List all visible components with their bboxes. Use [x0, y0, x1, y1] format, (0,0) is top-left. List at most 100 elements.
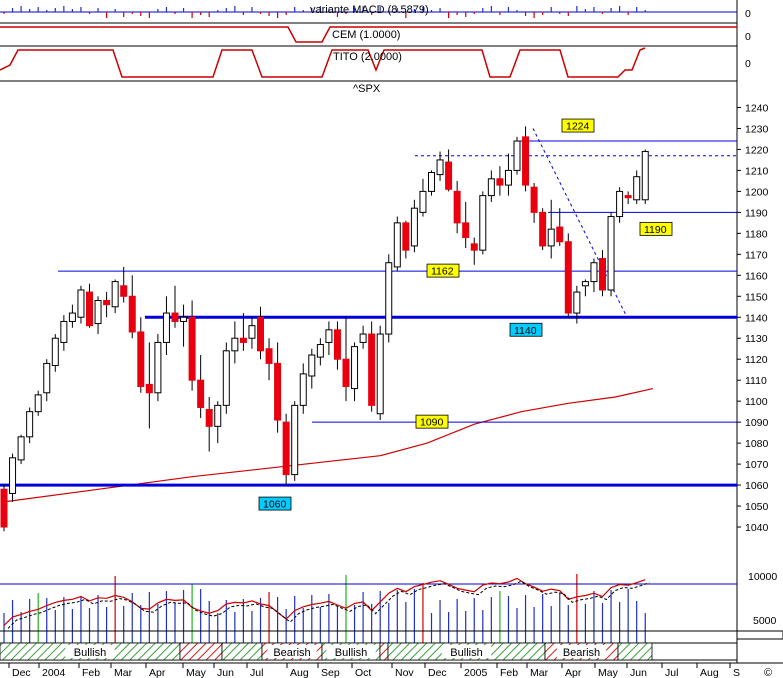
price-panel: ^SPX 1040 1050 1060 1070 1080 1090 1100 1110 112…	[0, 83, 769, 534]
moving-average-line	[3, 388, 654, 503]
candle	[145, 342, 153, 429]
candle	[26, 407, 34, 444]
candle	[103, 292, 111, 318]
candle	[599, 250, 606, 297]
y-tick-label: 1140	[745, 312, 768, 324]
candle	[214, 401, 222, 444]
x-month-label: Jun	[630, 667, 647, 678]
x-month-label: Mar	[114, 667, 133, 678]
svg-text:Bearish: Bearish	[563, 647, 600, 659]
candle	[530, 183, 538, 223]
svg-text:1224: 1224	[566, 121, 590, 133]
regime-segment	[221, 642, 263, 661]
x-month-label: Sep	[321, 667, 340, 678]
x-month-label: Oct	[355, 667, 371, 678]
candle	[342, 317, 350, 402]
y-tick-label: 1100	[745, 396, 768, 408]
svg-text:Bearish: Bearish	[273, 647, 310, 659]
regime-segment: Bullish	[321, 642, 381, 661]
candle	[351, 342, 359, 402]
x-month-label: 2005	[464, 667, 488, 678]
svg-text:Bullish: Bullish	[74, 647, 106, 659]
x-month-label: Jul	[250, 667, 263, 678]
y-tick-label: 1080	[745, 438, 769, 450]
x-month-label: May	[598, 667, 619, 678]
x-month-label: Jun	[217, 667, 234, 678]
y-tick-label: 1050	[745, 501, 769, 513]
x-month-label: Aug	[290, 667, 309, 678]
chart-title: ^SPX	[353, 83, 381, 95]
y-tick-label: 1120	[745, 354, 768, 366]
candle	[590, 258, 598, 293]
candle	[68, 304, 76, 328]
y-tick-label: 1110	[745, 375, 767, 387]
svg-text:1162: 1162	[431, 266, 454, 278]
regime-segment	[379, 642, 389, 661]
volume-panel: 10000 5000	[0, 571, 783, 643]
candle	[564, 233, 572, 318]
candle	[419, 178, 427, 217]
svg-text:1060: 1060	[263, 499, 287, 511]
level-label-1140: 1140	[509, 322, 543, 337]
x-month-label: Dec	[12, 667, 31, 678]
level-label-1162: 1162	[426, 263, 460, 278]
volume-axis-10000: 10000	[748, 571, 777, 583]
level-label-1224: 1224	[561, 118, 595, 133]
x-month-label: Mar	[530, 667, 549, 678]
level-label-1190: 1190	[639, 221, 673, 236]
candle	[368, 321, 376, 412]
candle	[86, 283, 93, 328]
volume-axis-5000: 5000	[753, 615, 777, 627]
candle	[547, 199, 555, 259]
x-month-label: Apr	[149, 667, 166, 678]
y-tick-label: 1060	[745, 480, 769, 492]
y-tick-label: 1220	[745, 144, 769, 156]
x-month-label: 2004	[42, 667, 66, 678]
candle	[94, 296, 102, 335]
cem-label: CEM (1.0000)	[332, 29, 400, 41]
candle	[479, 191, 487, 255]
tito-axis-zero: 0	[745, 58, 751, 70]
x-month-label: Apr	[565, 667, 582, 678]
candle	[359, 325, 367, 349]
candle	[556, 208, 564, 246]
macd-panel: variante MACD (8.5879) 0	[0, 4, 751, 20]
regime-segment: Bearish	[261, 642, 323, 661]
candle	[607, 212, 615, 297]
y-tick-label: 1040	[745, 522, 769, 534]
candle	[402, 220, 410, 259]
candle	[487, 170, 495, 202]
candle	[633, 170, 641, 204]
y-tick-label: 1070	[745, 459, 769, 471]
candle	[445, 149, 453, 192]
candle	[9, 453, 17, 502]
candle	[162, 296, 170, 356]
macd-axis-zero: 0	[745, 8, 751, 20]
candle	[77, 285, 85, 324]
candle	[171, 285, 179, 328]
y-tick-label: 1240	[745, 102, 769, 114]
cem-axis-zero: 0	[745, 31, 751, 43]
candle	[299, 363, 307, 414]
candle	[504, 153, 512, 196]
candle	[274, 342, 282, 433]
candle	[257, 306, 264, 360]
macd-label: variante MACD (8.5879)	[310, 4, 429, 16]
candle	[34, 390, 42, 416]
regime-segment	[617, 642, 653, 661]
candle	[624, 191, 632, 204]
candle	[231, 321, 239, 364]
copyright: ©	[764, 667, 772, 678]
regime-segment: Bullish	[0, 642, 181, 661]
candle	[428, 170, 435, 196]
candle	[470, 237, 478, 265]
x-month-label: Dec	[428, 667, 447, 678]
candle	[120, 266, 128, 303]
candle	[188, 300, 196, 391]
candle	[393, 216, 401, 272]
y-tick-label: 1130	[745, 333, 768, 345]
x-month-label: Feb	[500, 667, 518, 678]
y-tick-label: 1190	[745, 207, 768, 219]
